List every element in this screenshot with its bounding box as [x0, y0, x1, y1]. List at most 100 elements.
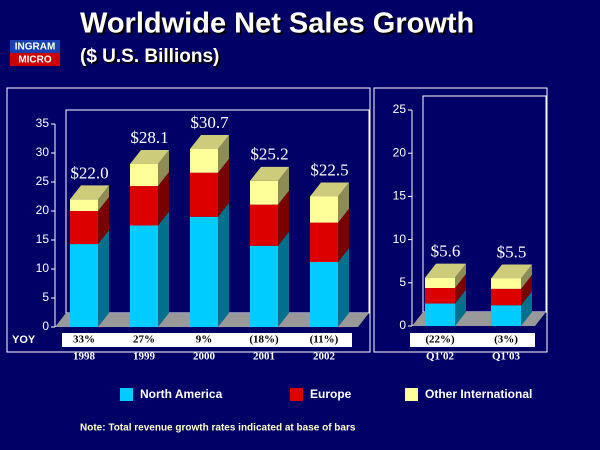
y-tick-label: 25	[393, 102, 407, 116]
yoy-value: 9%	[196, 334, 213, 346]
bar-side	[158, 172, 169, 226]
bar-side	[455, 289, 466, 326]
bar-top	[130, 150, 169, 165]
bar-side	[521, 264, 532, 289]
bar-side	[338, 248, 349, 327]
bar-top	[491, 264, 532, 279]
total-label: $22.5	[310, 160, 348, 179]
bar-top	[70, 185, 109, 200]
x-tick-label: 1998	[73, 351, 96, 363]
logo-bottom: MICRO	[18, 55, 52, 66]
bar-segment	[425, 287, 455, 304]
y-tick-label: 15	[36, 232, 50, 246]
bar-top	[250, 166, 289, 181]
total-label: $30.7	[190, 113, 229, 132]
yoy-box	[62, 333, 352, 347]
total-label: $5.5	[497, 242, 527, 261]
bar-segment	[130, 164, 158, 187]
y-tick-label: 10	[393, 232, 407, 246]
bar-side	[218, 158, 229, 217]
bar-segment	[70, 199, 98, 211]
y-tick-label: 5	[42, 290, 49, 304]
bar-side	[278, 166, 289, 205]
x-tick-label: 1999	[133, 351, 156, 363]
yoy-label: YOY	[12, 334, 36, 346]
bar-segment	[190, 172, 218, 217]
total-label: $22.0	[70, 163, 108, 182]
y-tick-label: 20	[36, 203, 50, 217]
yoy-value: (11%)	[310, 334, 339, 346]
bar-side	[338, 182, 349, 223]
bar-segment	[310, 222, 338, 263]
title: Worldwide Net Sales Growth	[80, 8, 474, 40]
yoy-value: (22%)	[425, 334, 455, 346]
bar-side	[521, 291, 532, 326]
x-tick-label: Q1'03	[492, 351, 521, 363]
plot-frame	[6, 87, 371, 353]
bar-segment	[491, 288, 521, 306]
bar-segment	[70, 211, 98, 245]
bar-segment	[250, 204, 278, 246]
bar-segment	[130, 186, 158, 226]
bar-segment	[425, 277, 455, 288]
bar-side	[455, 273, 466, 304]
logo-bottom-bg	[10, 53, 60, 66]
yoy-value: (3%)	[494, 334, 518, 346]
logo-top: INGRAM	[15, 42, 56, 53]
x-tick-label: 2001	[253, 351, 275, 363]
x-tick-label: 2000	[193, 351, 216, 363]
total-label: $25.2	[250, 145, 288, 164]
bar-side	[218, 134, 229, 173]
bar-segment	[250, 180, 278, 205]
bar-segment	[70, 244, 98, 327]
y-tick-label: 15	[393, 189, 407, 203]
bar-segment	[190, 216, 218, 327]
title-shadow: Worldwide Net Sales Growth	[82, 10, 476, 42]
x-tick-label: Q1'02	[426, 351, 455, 363]
legend-swatch	[290, 388, 303, 401]
legend-swatch	[405, 388, 418, 401]
bar-side	[218, 202, 229, 327]
legend-label: North America	[140, 387, 223, 401]
bar-side	[98, 185, 109, 211]
note: Note: Total revenue growth rates indicat…	[80, 423, 356, 434]
bar-segment	[491, 305, 521, 326]
bar-segment	[250, 245, 278, 327]
y-tick-label: 5	[399, 275, 406, 289]
plot-frame	[373, 87, 548, 353]
legend-label: Other International	[425, 387, 532, 401]
legend-swatch	[120, 388, 133, 401]
bar-top	[190, 134, 229, 149]
bar-side	[278, 231, 289, 327]
y-tick-label: 20	[393, 145, 407, 159]
total-label: $5.6	[431, 242, 461, 261]
y-tick-label: 30	[36, 145, 50, 159]
yoy-value: (18%)	[249, 334, 279, 346]
bar-side	[338, 208, 349, 263]
logo-top-bg	[10, 40, 60, 53]
yoy-value: 27%	[133, 334, 155, 346]
yoy-value: 33%	[73, 334, 95, 346]
y-tick-label: 0	[42, 319, 49, 333]
y-tick-label: 10	[36, 261, 50, 275]
bar-side	[158, 150, 169, 187]
bar-top	[310, 182, 349, 197]
y-tick-label: 0	[399, 318, 406, 332]
bar-side	[278, 190, 289, 246]
bar-side	[455, 263, 466, 288]
total-label: $28.1	[130, 128, 168, 147]
y-tick-label: 25	[36, 174, 50, 188]
yoy-box	[410, 333, 535, 347]
legend-label: Europe	[310, 387, 352, 401]
bar-side	[98, 230, 109, 327]
subtitle-shadow: ($ U.S. Billions)	[82, 48, 221, 69]
bar-segment	[491, 278, 521, 289]
bar-segment	[310, 262, 338, 327]
bar-side	[98, 197, 109, 245]
bar-side	[521, 274, 532, 306]
y-tick-label: 35	[36, 116, 50, 130]
bar-segment	[425, 303, 455, 326]
bar-segment	[190, 148, 218, 173]
